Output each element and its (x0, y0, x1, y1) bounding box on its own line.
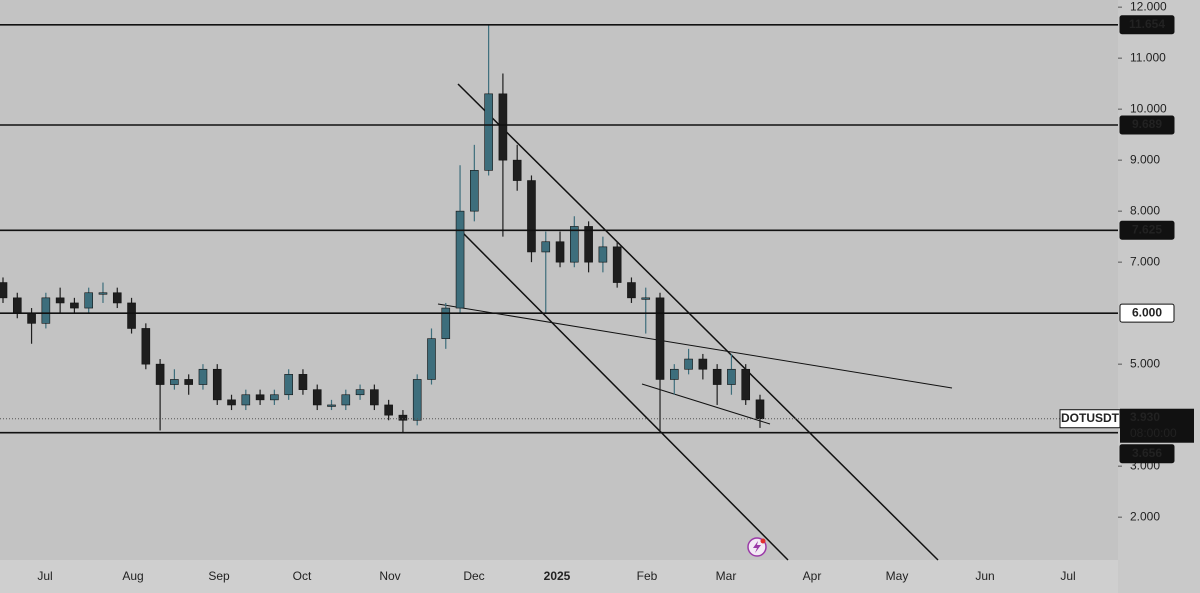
level-label: 11.654 (1129, 17, 1165, 31)
trendlines (437, 83, 953, 561)
level-box (1119, 15, 1175, 35)
candle-body (341, 394, 351, 406)
candle-body (41, 297, 51, 324)
x-tick-label: Nov (379, 569, 400, 583)
candle-body (155, 363, 165, 385)
candle-body (84, 292, 93, 309)
candle-body (670, 368, 679, 380)
y-tick-label: 11.000 (1130, 50, 1166, 64)
candle-body (184, 379, 193, 385)
candle-body (498, 93, 508, 161)
candle-body (741, 368, 751, 401)
level-label: 3.656 (1132, 446, 1162, 460)
x-tick-label: Jul (1060, 569, 1075, 583)
trendline (437, 303, 953, 389)
x-tick-label: Oct (293, 569, 312, 583)
price-axis (1118, 0, 1200, 593)
candle-body (384, 404, 393, 416)
level-label: 7.625 (1132, 222, 1162, 236)
y-tick-label: 2.000 (1130, 509, 1160, 523)
y-tick-label: 8.000 (1130, 203, 1160, 217)
candle-body (641, 297, 651, 300)
candle-body (727, 368, 736, 385)
candle-body (0, 282, 8, 299)
candle-body (698, 358, 708, 370)
candle-body (327, 404, 336, 407)
candle-body (355, 389, 365, 396)
y-tick-label: 10.000 (1130, 101, 1167, 115)
candle-body (455, 210, 465, 309)
candle-body (370, 389, 379, 406)
candle-body (270, 394, 279, 401)
candle-body (655, 297, 665, 380)
candle-body (141, 328, 151, 365)
symbol-label: DOTUSDT (1061, 411, 1120, 425)
x-tick-label: Jun (975, 569, 994, 583)
candle-body (427, 338, 436, 380)
level-box (1119, 220, 1175, 240)
candle-body (312, 389, 322, 406)
x-tick-label: May (886, 569, 909, 583)
y-tick-label: 7.000 (1130, 254, 1160, 268)
candle-body (527, 180, 536, 253)
candle-body (298, 374, 308, 390)
x-tick-label: Jul (37, 569, 52, 583)
candle-body (398, 414, 408, 421)
x-tick-label: Sep (208, 569, 230, 583)
candle-body (284, 374, 293, 396)
candle-body (127, 302, 136, 329)
price-label: 3.930 (1130, 410, 1160, 424)
candle-body (627, 282, 636, 299)
candle-body (98, 292, 108, 295)
candle-body (470, 170, 479, 212)
alert-icon[interactable] (747, 537, 767, 557)
trendline (461, 231, 789, 561)
time-axis (0, 560, 1118, 593)
candle-body (12, 297, 22, 314)
candle-body (684, 358, 693, 370)
level-box (1119, 115, 1175, 135)
level-box (1119, 303, 1175, 323)
candle-body (70, 302, 79, 309)
candle-body (570, 226, 579, 263)
candle-body (255, 394, 265, 401)
x-tick-label: Apr (803, 569, 822, 583)
candle-body (212, 368, 222, 401)
trendline (457, 83, 939, 561)
candle-body (112, 292, 122, 304)
x-tick-label: Mar (716, 569, 737, 583)
level-box (1119, 444, 1175, 464)
candle-body (198, 368, 208, 385)
candle-body (441, 307, 451, 339)
candle-body (27, 312, 36, 324)
x-tick-label: Feb (637, 569, 658, 583)
trendline (641, 383, 771, 425)
candle-body (712, 368, 722, 385)
y-tick-label: 12.000 (1130, 0, 1167, 13)
candle-body (55, 297, 65, 304)
level-label: 6.000 (1132, 305, 1162, 319)
y-tick-label: 5.000 (1130, 356, 1160, 370)
candle-body (241, 394, 251, 406)
x-tick-label: 2025 (544, 569, 571, 583)
candle-body (541, 241, 551, 253)
level-label: 9.689 (1132, 117, 1162, 131)
candle-body (227, 399, 236, 406)
candle-body (755, 399, 765, 420)
x-tick-label: Dec (463, 569, 484, 583)
candle-body (598, 246, 608, 263)
countdown-label: 08:00:00 (1130, 426, 1177, 440)
candle-body (512, 159, 522, 181)
candle-body (612, 246, 622, 283)
candle-body (170, 379, 179, 385)
price-box (1120, 408, 1194, 443)
x-tick-label: Aug (122, 569, 143, 583)
candle-body (584, 226, 593, 263)
candle-body (412, 379, 422, 421)
y-tick-label: 9.000 (1130, 152, 1160, 166)
candle-body (555, 241, 565, 263)
candle-body (484, 93, 493, 171)
